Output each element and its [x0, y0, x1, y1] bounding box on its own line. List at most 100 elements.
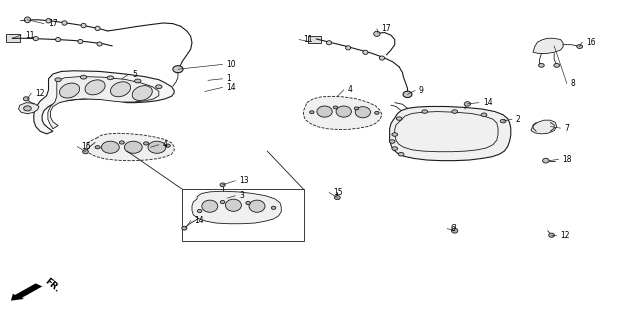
Ellipse shape: [107, 76, 114, 80]
Ellipse shape: [82, 150, 88, 154]
Ellipse shape: [549, 233, 555, 237]
Ellipse shape: [55, 78, 61, 82]
Text: 15: 15: [333, 188, 343, 197]
Polygon shape: [19, 103, 39, 114]
Ellipse shape: [310, 111, 314, 114]
Ellipse shape: [197, 209, 202, 212]
Ellipse shape: [56, 37, 61, 42]
Text: 11: 11: [25, 31, 35, 40]
Ellipse shape: [119, 141, 125, 144]
Text: 3: 3: [239, 191, 244, 200]
Ellipse shape: [327, 41, 332, 45]
Text: FR.: FR.: [43, 276, 61, 294]
Ellipse shape: [102, 141, 119, 153]
Ellipse shape: [220, 183, 225, 187]
Text: 14: 14: [482, 98, 493, 107]
Text: 16: 16: [586, 38, 596, 47]
Polygon shape: [531, 120, 557, 134]
Ellipse shape: [272, 206, 276, 209]
Ellipse shape: [111, 82, 130, 97]
Text: 8: 8: [571, 79, 576, 88]
Ellipse shape: [465, 102, 470, 106]
Ellipse shape: [403, 91, 412, 98]
Ellipse shape: [62, 21, 67, 25]
Ellipse shape: [81, 75, 87, 79]
FancyBboxPatch shape: [308, 36, 321, 43]
Ellipse shape: [144, 142, 149, 145]
Ellipse shape: [33, 36, 38, 41]
Ellipse shape: [539, 63, 544, 67]
Ellipse shape: [125, 141, 142, 153]
Text: 17: 17: [381, 24, 390, 33]
Ellipse shape: [46, 19, 51, 23]
Text: 7: 7: [564, 124, 569, 132]
Ellipse shape: [148, 141, 166, 153]
Ellipse shape: [355, 107, 371, 118]
Polygon shape: [304, 96, 382, 129]
Polygon shape: [533, 38, 563, 53]
Ellipse shape: [78, 39, 83, 44]
Ellipse shape: [374, 31, 380, 36]
Ellipse shape: [95, 26, 100, 31]
Text: 4: 4: [163, 140, 167, 149]
Ellipse shape: [334, 196, 340, 200]
Text: 10: 10: [226, 60, 236, 69]
Ellipse shape: [577, 45, 583, 49]
Ellipse shape: [452, 110, 458, 113]
Text: 14: 14: [194, 216, 204, 225]
Text: 9: 9: [419, 86, 424, 95]
Ellipse shape: [249, 200, 265, 212]
Ellipse shape: [81, 23, 86, 28]
Text: 12: 12: [560, 231, 570, 240]
Text: 6: 6: [451, 224, 456, 233]
Text: 17: 17: [48, 19, 58, 28]
Ellipse shape: [135, 79, 141, 83]
Ellipse shape: [389, 140, 395, 143]
Ellipse shape: [392, 147, 397, 150]
Ellipse shape: [481, 113, 487, 116]
Ellipse shape: [374, 111, 379, 114]
Ellipse shape: [220, 200, 225, 204]
Text: 2: 2: [516, 115, 521, 124]
Polygon shape: [34, 71, 174, 134]
Ellipse shape: [422, 110, 427, 113]
Polygon shape: [192, 191, 281, 224]
Ellipse shape: [181, 226, 187, 230]
Polygon shape: [390, 107, 511, 161]
Ellipse shape: [554, 63, 560, 67]
Text: 4: 4: [348, 85, 353, 94]
Ellipse shape: [333, 106, 337, 109]
Ellipse shape: [97, 42, 102, 46]
Ellipse shape: [317, 106, 332, 117]
Ellipse shape: [95, 146, 100, 149]
Ellipse shape: [396, 117, 402, 120]
FancyBboxPatch shape: [6, 34, 20, 42]
Ellipse shape: [380, 56, 385, 60]
Ellipse shape: [24, 106, 31, 111]
Ellipse shape: [500, 119, 506, 123]
Text: 1: 1: [226, 74, 231, 83]
Text: 15: 15: [81, 142, 91, 151]
Ellipse shape: [398, 153, 404, 156]
Ellipse shape: [226, 199, 242, 211]
Ellipse shape: [24, 17, 31, 23]
Polygon shape: [87, 133, 174, 161]
Ellipse shape: [85, 80, 105, 95]
Ellipse shape: [392, 133, 397, 136]
Ellipse shape: [452, 228, 458, 233]
Ellipse shape: [346, 46, 351, 50]
Text: 5: 5: [132, 70, 137, 79]
Ellipse shape: [156, 85, 162, 89]
Ellipse shape: [336, 106, 351, 117]
Ellipse shape: [202, 200, 218, 212]
Text: 11: 11: [303, 35, 312, 44]
Text: 14: 14: [226, 83, 236, 92]
Ellipse shape: [24, 97, 29, 101]
Polygon shape: [48, 76, 159, 129]
Text: 12: 12: [35, 89, 45, 98]
Text: 13: 13: [239, 176, 249, 185]
Ellipse shape: [166, 144, 171, 147]
Ellipse shape: [246, 201, 250, 204]
Ellipse shape: [59, 83, 80, 98]
FancyArrow shape: [11, 284, 42, 301]
